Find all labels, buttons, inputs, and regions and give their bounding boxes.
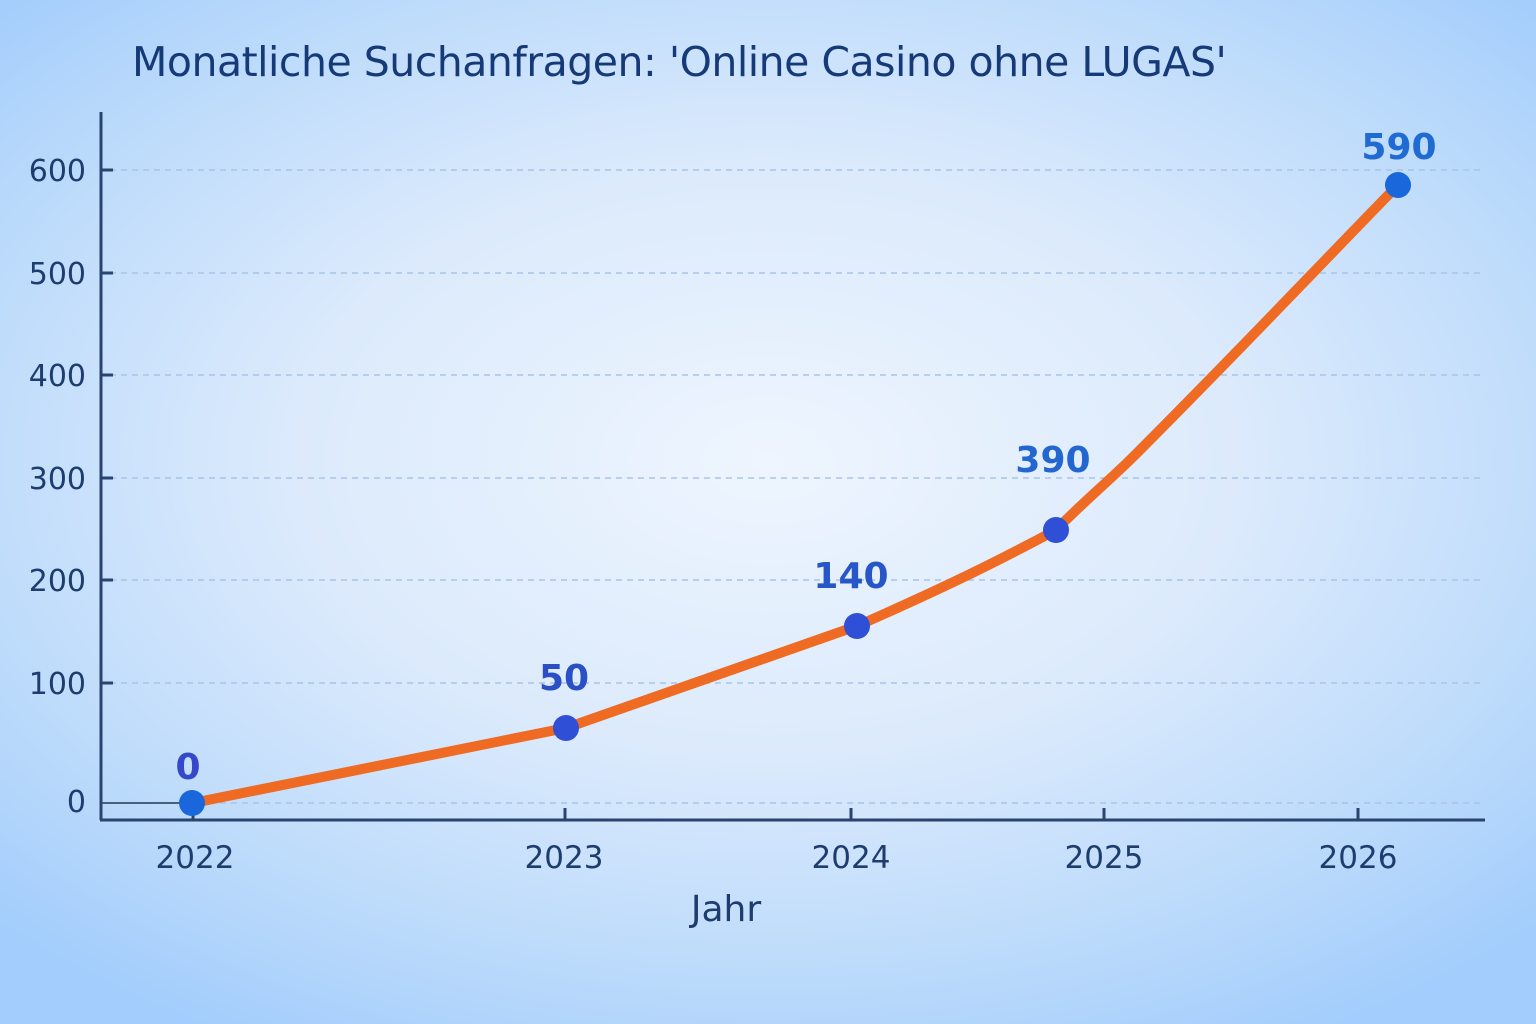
x-tick-labels: 2022 2023 2024 2025 2026 xyxy=(156,840,1398,876)
data-point-2023[interactable] xyxy=(553,715,579,741)
data-label-2022: 0 xyxy=(175,747,200,788)
y-tick-100: 100 xyxy=(29,667,86,702)
data-point-2024[interactable] xyxy=(844,613,870,639)
data-point-2025[interactable] xyxy=(1043,517,1069,543)
y-tick-500: 500 xyxy=(29,257,86,292)
y-tick-400: 400 xyxy=(29,359,86,394)
data-label-2026: 590 xyxy=(1361,127,1436,168)
x-tick-2024: 2024 xyxy=(812,840,891,876)
data-label-2025: 390 xyxy=(1015,440,1090,481)
x-tick-2023: 2023 xyxy=(525,840,604,876)
y-tick-300: 300 xyxy=(29,462,86,497)
x-axis-title: Jahr xyxy=(689,889,761,930)
data-point-2026[interactable] xyxy=(1385,172,1411,198)
y-tick-0: 0 xyxy=(67,785,86,820)
x-tick-2026: 2026 xyxy=(1319,840,1398,876)
data-point-2022[interactable] xyxy=(179,790,205,816)
data-labels: 0 50 140 390 590 xyxy=(175,127,1436,788)
y-tick-200: 200 xyxy=(29,564,86,599)
x-tick-2022: 2022 xyxy=(156,840,235,876)
data-label-2024: 140 xyxy=(813,556,888,597)
data-label-2023: 50 xyxy=(539,658,589,699)
y-tick-labels: 0 100 200 300 400 500 600 xyxy=(29,154,86,820)
data-markers xyxy=(179,172,1411,816)
y-tick-600: 600 xyxy=(29,154,86,189)
y-axis xyxy=(99,112,113,820)
x-axis xyxy=(100,808,1485,822)
x-tick-2025: 2025 xyxy=(1065,840,1144,876)
gridlines xyxy=(110,169,1484,804)
chart-title: Monatliche Suchanfragen: 'Online Casino … xyxy=(132,38,1227,86)
series-line xyxy=(188,180,1403,808)
